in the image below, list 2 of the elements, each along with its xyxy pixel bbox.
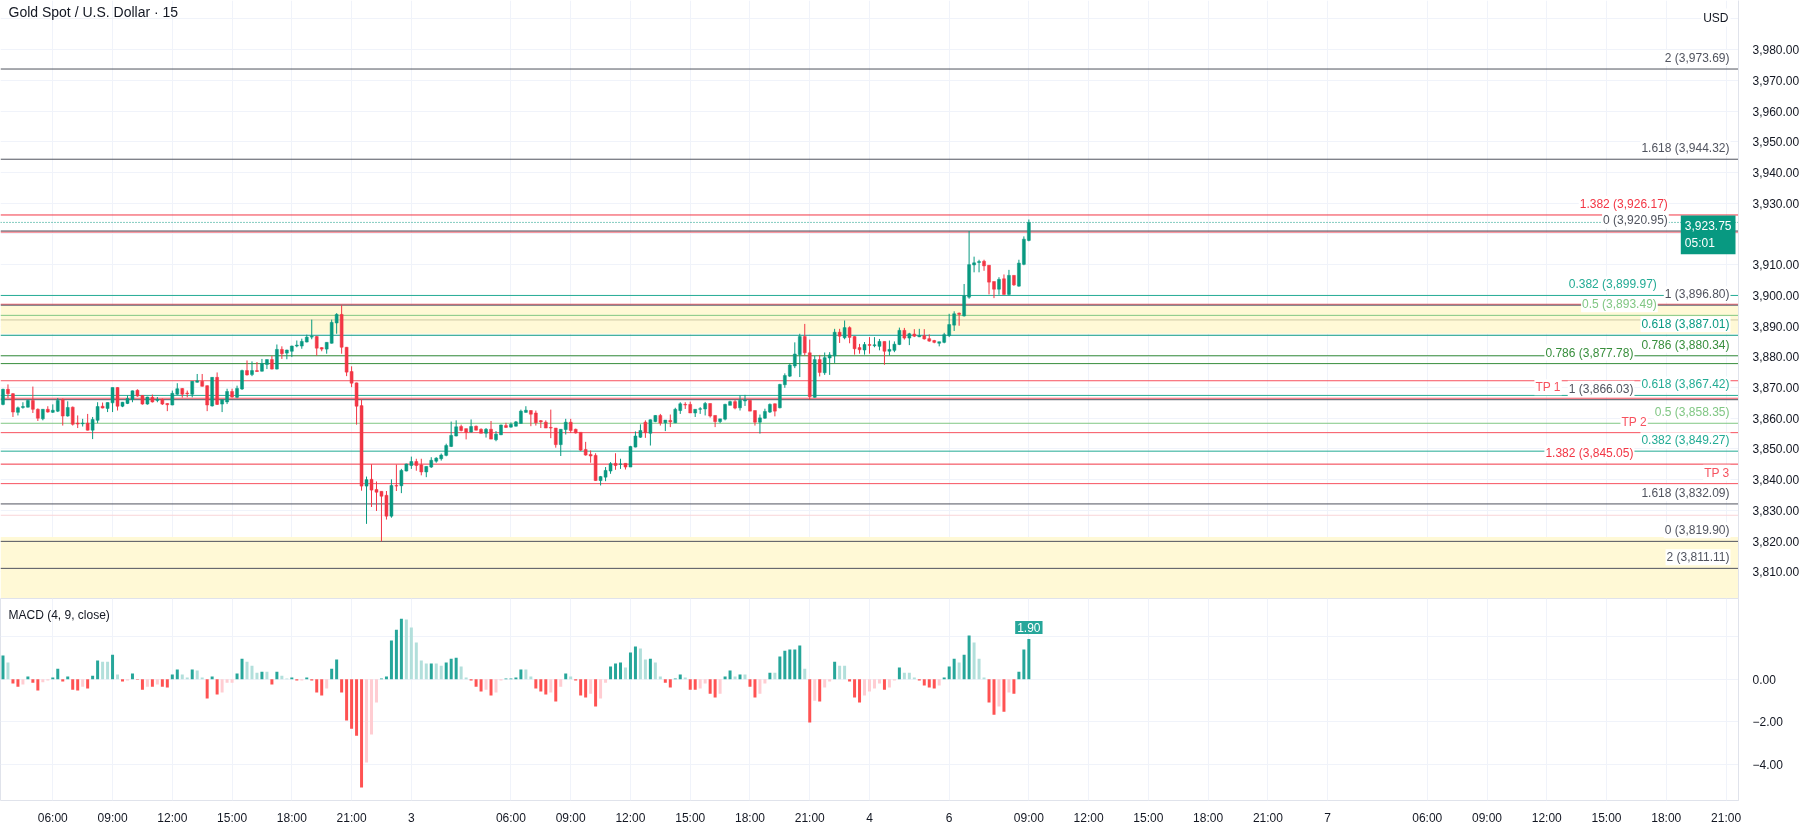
bar (6, 662, 10, 680)
bar (1, 655, 5, 680)
